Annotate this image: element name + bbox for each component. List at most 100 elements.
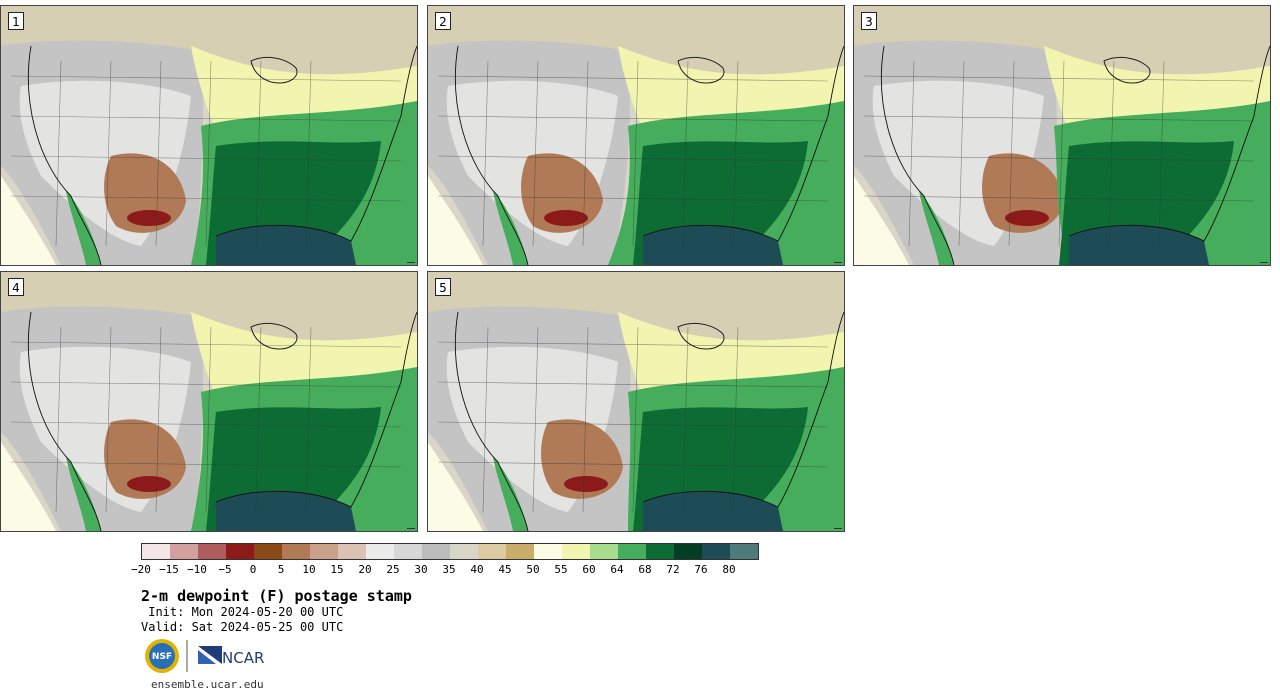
boundary-line bbox=[482, 60, 489, 247]
colorbar-tick-label: −10 bbox=[187, 563, 207, 576]
boundary-line bbox=[863, 115, 1255, 122]
dewpoint-map-4 bbox=[1, 272, 417, 531]
gulf-of-mexico bbox=[216, 491, 356, 531]
state-boundaries bbox=[10, 60, 402, 247]
colorbar-swatch bbox=[618, 544, 646, 559]
boundary-line bbox=[958, 60, 965, 247]
colorbar-tick-label: 35 bbox=[442, 563, 456, 576]
boundary-line bbox=[1108, 60, 1115, 247]
dewpoint-map-1 bbox=[1, 6, 417, 265]
panel-corner-mark bbox=[407, 262, 415, 263]
nsf-logo: NSF bbox=[145, 639, 179, 673]
boundary-line bbox=[1158, 60, 1165, 247]
member-panel-5[interactable]: 5 bbox=[427, 271, 845, 532]
boundary-line bbox=[437, 381, 829, 388]
colorbar-swatch bbox=[702, 544, 730, 559]
member-panel-1[interactable]: 1 bbox=[0, 5, 418, 266]
member-panel-2[interactable]: 2 bbox=[427, 5, 845, 266]
boundary-line bbox=[155, 60, 162, 247]
boundary-line bbox=[1058, 60, 1065, 247]
colorbar-tick-label: −20 bbox=[131, 563, 151, 576]
boundary-line bbox=[582, 326, 589, 513]
mexico-coast bbox=[66, 457, 101, 531]
pacific-ocean bbox=[428, 176, 483, 265]
colorbar-tick-label: 45 bbox=[498, 563, 512, 576]
boundary-line bbox=[1008, 60, 1015, 247]
boundary-line bbox=[863, 155, 1255, 162]
boundary-line bbox=[532, 326, 539, 513]
boundary-line bbox=[205, 326, 212, 513]
colorbar-swatch bbox=[366, 544, 394, 559]
colorbar-swatch bbox=[282, 544, 310, 559]
dry-core-center bbox=[127, 210, 171, 226]
gulf-of-mexico bbox=[1069, 225, 1209, 265]
valid-time: Valid: Sat 2024-05-25 00 UTC bbox=[141, 620, 344, 634]
boundary-line bbox=[105, 60, 112, 247]
great-lakes bbox=[250, 323, 298, 350]
logos: NSF NCAR bbox=[145, 639, 264, 673]
colorbar-tick-labels: −20 −15 −10 −5 0 5 10 15 20 25 30 35 40 45 50 55 60 64 68 7… bbox=[131, 563, 761, 577]
boundary-line bbox=[437, 195, 829, 202]
colorbar-tick-label: 20 bbox=[358, 563, 372, 576]
member-label: 1 bbox=[8, 12, 24, 30]
svg-text:NCAR: NCAR bbox=[222, 649, 264, 667]
boundary-line bbox=[105, 326, 112, 513]
boundary-line bbox=[632, 326, 639, 513]
boundary-line bbox=[632, 60, 639, 247]
init-time: Init: Mon 2024-05-20 00 UTC bbox=[141, 605, 344, 619]
member-panel-4[interactable]: 4 bbox=[0, 271, 418, 532]
boundary-line bbox=[532, 60, 539, 247]
boundary-line bbox=[863, 75, 1255, 82]
pacific-ocean bbox=[428, 442, 483, 531]
colorbar-swatch bbox=[394, 544, 422, 559]
mexico-coast bbox=[66, 191, 101, 265]
colorbar-tick-label: 10 bbox=[302, 563, 316, 576]
colorbar-tick-label: 50 bbox=[526, 563, 540, 576]
panel-corner-mark bbox=[1260, 262, 1268, 263]
member-panel-3[interactable]: 3 bbox=[853, 5, 1271, 266]
boundary-line bbox=[482, 326, 489, 513]
coastline bbox=[454, 45, 844, 265]
panel-corner-mark bbox=[834, 262, 842, 263]
boundary-line bbox=[863, 195, 1255, 202]
colorbar-swatch bbox=[142, 544, 170, 559]
colorbar-tick-label: 80 bbox=[722, 563, 736, 576]
colorbar-swatch bbox=[450, 544, 478, 559]
colorbar-tick-label: 40 bbox=[470, 563, 484, 576]
boundary-line bbox=[55, 326, 62, 513]
member-label: 5 bbox=[435, 278, 451, 296]
gulf-of-mexico bbox=[643, 225, 783, 265]
colorbar bbox=[141, 543, 759, 560]
colorbar-swatch bbox=[198, 544, 226, 559]
panel-corner-mark bbox=[407, 528, 415, 529]
svg-text:NSF: NSF bbox=[152, 652, 172, 662]
boundary-line bbox=[10, 381, 402, 388]
mexico-coast bbox=[493, 457, 528, 531]
boundary-line bbox=[10, 75, 402, 82]
coastline bbox=[27, 45, 417, 265]
colorbar-swatch bbox=[226, 544, 254, 559]
colorbar-tick-label: 5 bbox=[277, 563, 285, 576]
site-url[interactable]: ensemble.ucar.edu bbox=[151, 678, 264, 691]
colorbar-swatch bbox=[422, 544, 450, 559]
member-label: 4 bbox=[8, 278, 24, 296]
colorbar-swatch bbox=[646, 544, 674, 559]
colorbar-swatch bbox=[310, 544, 338, 559]
colorbar-swatch bbox=[590, 544, 618, 559]
state-boundaries bbox=[10, 326, 402, 513]
pacific-ocean bbox=[1, 176, 56, 265]
dewpoint-map-2 bbox=[428, 6, 844, 265]
boundary-line bbox=[908, 60, 915, 247]
boundary-line bbox=[732, 326, 739, 513]
colorbar-tick-label: −5 bbox=[218, 563, 232, 576]
coastline bbox=[27, 311, 417, 531]
state-boundaries bbox=[437, 326, 829, 513]
boundary-line bbox=[205, 60, 212, 247]
boundary-line bbox=[10, 421, 402, 428]
gulf-of-mexico bbox=[216, 225, 356, 265]
dry-core-center bbox=[544, 210, 588, 226]
colorbar-tick-label: 15 bbox=[330, 563, 344, 576]
pacific-ocean bbox=[1, 442, 56, 531]
colorbar-swatch bbox=[338, 544, 366, 559]
state-boundaries bbox=[437, 60, 829, 247]
